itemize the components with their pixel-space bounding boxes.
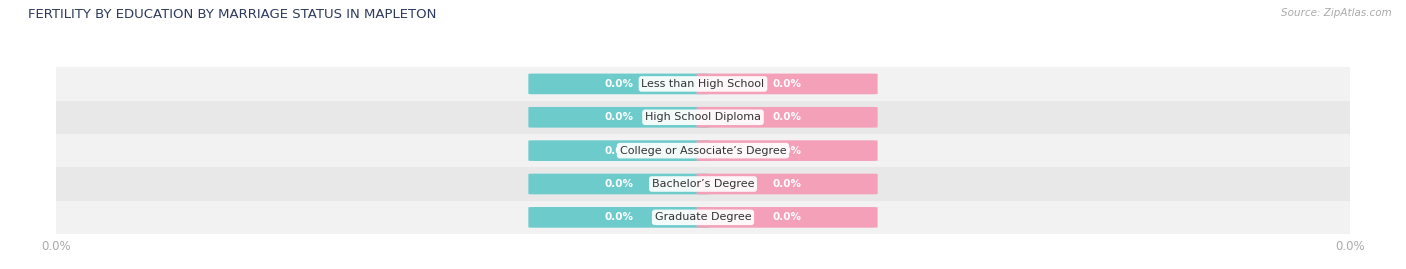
Text: 0.0%: 0.0%	[605, 212, 634, 222]
Bar	[56, 201, 1350, 234]
FancyBboxPatch shape	[529, 107, 710, 128]
Text: 0.0%: 0.0%	[772, 179, 801, 189]
FancyBboxPatch shape	[696, 174, 877, 194]
Text: High School Diploma: High School Diploma	[645, 112, 761, 122]
Text: 0.0%: 0.0%	[772, 79, 801, 89]
Text: FERTILITY BY EDUCATION BY MARRIAGE STATUS IN MAPLETON: FERTILITY BY EDUCATION BY MARRIAGE STATU…	[28, 8, 436, 21]
Bar	[56, 167, 1350, 201]
FancyBboxPatch shape	[529, 74, 710, 94]
FancyBboxPatch shape	[529, 140, 710, 161]
FancyBboxPatch shape	[696, 74, 877, 94]
Text: 0.0%: 0.0%	[772, 112, 801, 122]
FancyBboxPatch shape	[696, 207, 877, 228]
Text: Source: ZipAtlas.com: Source: ZipAtlas.com	[1281, 8, 1392, 18]
Text: 0.0%: 0.0%	[605, 79, 634, 89]
FancyBboxPatch shape	[529, 207, 710, 228]
Text: 0.0%: 0.0%	[605, 179, 634, 189]
Text: 0.0%: 0.0%	[772, 212, 801, 222]
Text: 0.0%: 0.0%	[605, 146, 634, 156]
Text: Less than High School: Less than High School	[641, 79, 765, 89]
FancyBboxPatch shape	[696, 107, 877, 128]
Bar	[56, 101, 1350, 134]
Text: 0.0%: 0.0%	[605, 112, 634, 122]
FancyBboxPatch shape	[696, 140, 877, 161]
Bar	[56, 67, 1350, 101]
FancyBboxPatch shape	[529, 174, 710, 194]
Text: College or Associate’s Degree: College or Associate’s Degree	[620, 146, 786, 156]
Text: Graduate Degree: Graduate Degree	[655, 212, 751, 222]
Text: 0.0%: 0.0%	[772, 146, 801, 156]
Bar	[56, 134, 1350, 167]
Text: Bachelor’s Degree: Bachelor’s Degree	[652, 179, 754, 189]
